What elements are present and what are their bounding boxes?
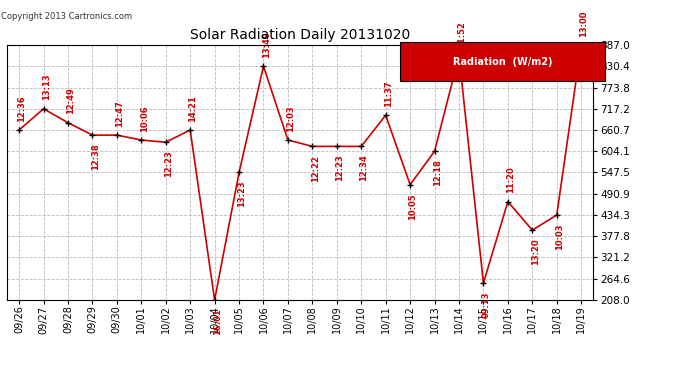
Text: 11:37: 11:37 (384, 80, 393, 107)
Text: 13:46: 13:46 (262, 31, 270, 58)
Text: 11:52: 11:52 (457, 21, 466, 48)
Text: 12:47: 12:47 (115, 100, 124, 127)
Text: 12:22: 12:22 (310, 155, 319, 182)
Text: 13:23: 13:23 (237, 181, 246, 207)
FancyBboxPatch shape (400, 42, 605, 81)
Title: Solar Radiation Daily 20131020: Solar Radiation Daily 20131020 (190, 28, 411, 42)
Text: 12:38: 12:38 (90, 144, 100, 170)
Text: 10:03: 10:03 (555, 224, 564, 250)
Text: 13:00: 13:00 (580, 10, 589, 37)
Text: 12:18: 12:18 (433, 160, 442, 186)
Text: 12:34: 12:34 (359, 155, 368, 182)
Text: 16:01: 16:01 (213, 308, 222, 335)
Text: Copyright 2013 Cartronics.com: Copyright 2013 Cartronics.com (1, 12, 132, 21)
Text: 12:23: 12:23 (164, 151, 173, 177)
Text: Radiation  (W/m2): Radiation (W/m2) (453, 57, 552, 67)
Text: 10:05: 10:05 (408, 193, 417, 220)
Text: 13:20: 13:20 (531, 238, 540, 265)
Text: 12:03: 12:03 (286, 105, 295, 132)
Text: 13:13: 13:13 (42, 74, 51, 100)
Text: 12:23: 12:23 (335, 155, 344, 182)
Text: 11:20: 11:20 (506, 166, 515, 193)
Text: 12:49: 12:49 (66, 88, 75, 114)
Text: 12:36: 12:36 (17, 95, 26, 122)
Text: 09:13: 09:13 (482, 291, 491, 318)
Text: 14:21: 14:21 (188, 95, 197, 122)
Text: 10:06: 10:06 (139, 105, 148, 132)
